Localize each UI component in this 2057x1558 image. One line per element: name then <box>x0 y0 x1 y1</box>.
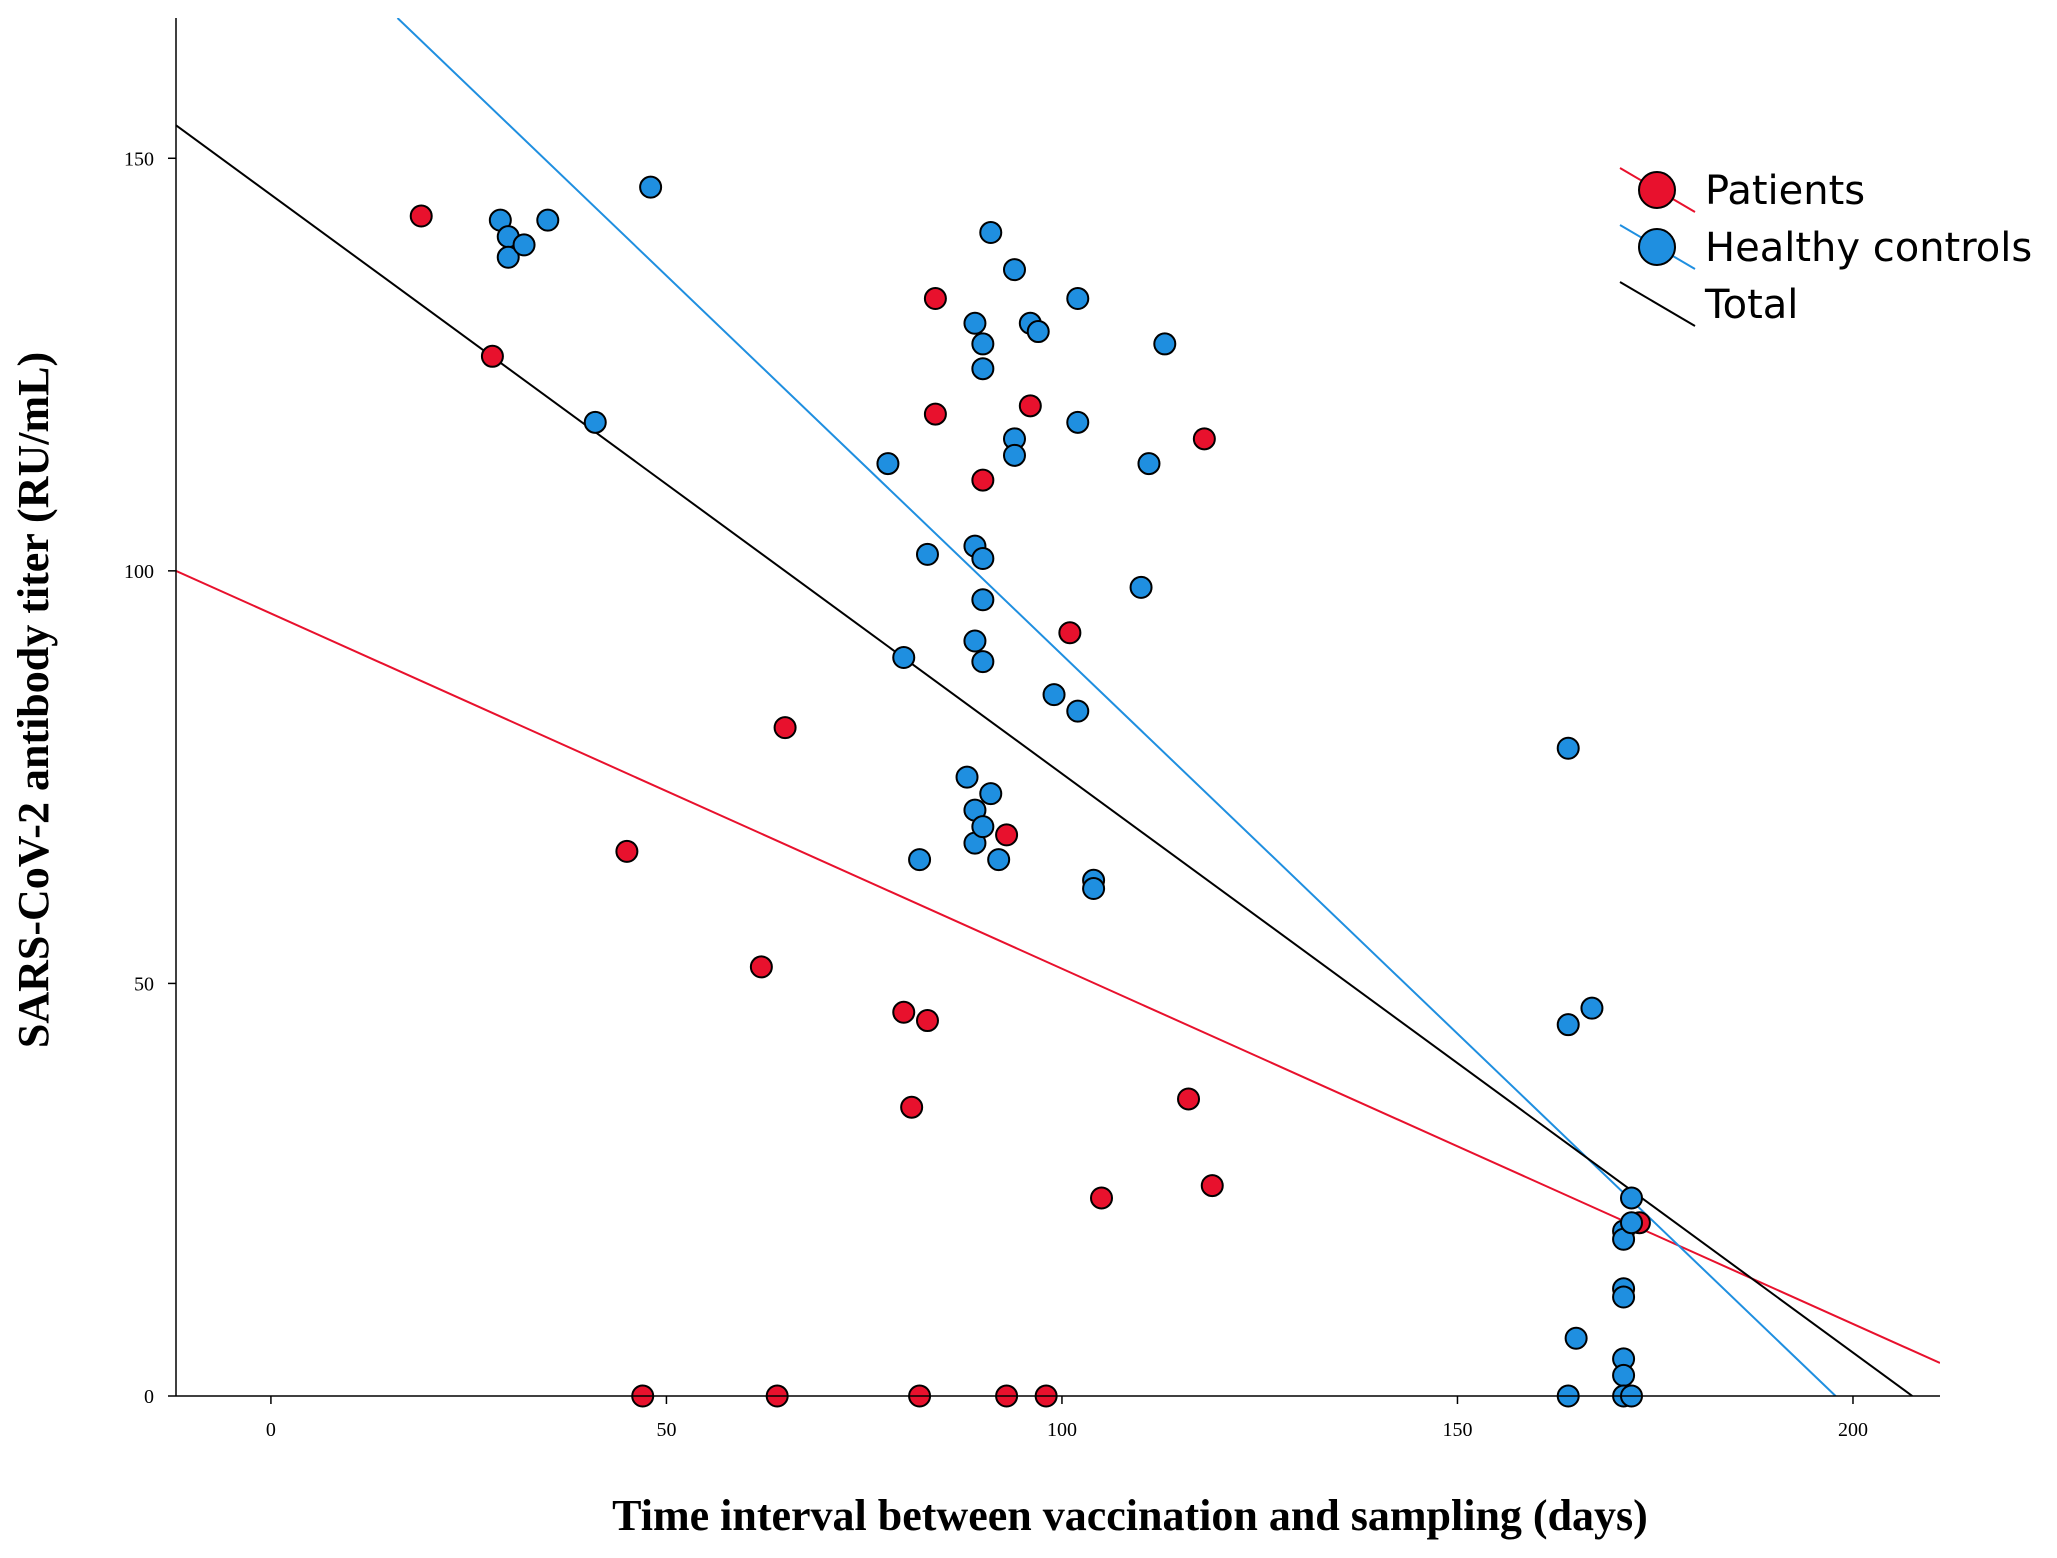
data-point-healthy <box>1002 258 1026 282</box>
data-point-healthy <box>1066 699 1090 723</box>
data-point-healthy <box>1042 683 1066 707</box>
data-point-patients <box>995 823 1019 847</box>
data-point-healthy <box>987 848 1011 872</box>
x-axis-title: Time interval between vaccination and sa… <box>612 1491 1648 1540</box>
data-point-healthy <box>1002 443 1026 467</box>
data-point-healthy <box>1153 332 1177 356</box>
data-point-healthy <box>512 233 536 257</box>
data-point-healthy <box>876 452 900 476</box>
data-point-healthy <box>1082 877 1106 901</box>
x-tick-label: 200 <box>1838 1419 1868 1441</box>
data-point-patients <box>1018 394 1042 418</box>
data-point-healthy <box>1137 452 1161 476</box>
data-point-healthy <box>971 588 995 612</box>
y-tick-label: 50 <box>134 973 154 995</box>
data-point-healthy <box>1612 1363 1636 1387</box>
y-axis-title: SARS-CoV-2 antibody titer (RU/mL) <box>9 352 58 1048</box>
data-point-healthy <box>1580 996 1604 1020</box>
data-point-patients <box>1192 427 1216 451</box>
data-point-healthy <box>971 357 995 381</box>
legend: Patients Healthy controls Total <box>1619 167 2032 328</box>
data-point-healthy <box>963 311 987 335</box>
data-point-healthy <box>1612 1285 1636 1309</box>
data-point-healthy <box>639 175 663 199</box>
y-tick-label: 150 <box>124 148 154 170</box>
fit-line-total <box>176 124 1913 1396</box>
data-point-healthy <box>496 245 520 269</box>
data-point-patients <box>892 1000 916 1024</box>
data-point-healthy <box>1556 1013 1580 1037</box>
data-point-patients <box>773 716 797 740</box>
data-point-healthy <box>971 650 995 674</box>
legend-label-patients: Patients <box>1705 168 1865 214</box>
data-point-healthy <box>971 332 995 356</box>
regression-lines <box>176 18 1940 1396</box>
data-point-healthy <box>1619 1211 1643 1235</box>
data-point-healthy <box>955 765 979 789</box>
data-point-patients <box>480 344 504 368</box>
data-point-patients <box>615 839 639 863</box>
data-point-healthy <box>1619 1186 1643 1210</box>
data-point-healthy <box>979 782 1003 806</box>
legend-marker-patients <box>1638 171 1676 209</box>
data-point-patients <box>409 204 433 228</box>
x-tick-label: 150 <box>1442 1419 1472 1441</box>
data-point-healthy <box>1556 736 1580 760</box>
data-point-patients <box>923 287 947 311</box>
data-point-patients <box>1090 1186 1114 1210</box>
data-point-healthy <box>583 410 607 434</box>
data-point-patients <box>1200 1174 1224 1198</box>
data-point-healthy <box>1129 575 1153 599</box>
data-point-patients <box>971 468 995 492</box>
data-point-healthy <box>1066 410 1090 434</box>
x-tick-label: 50 <box>656 1419 676 1441</box>
data-point-healthy <box>915 542 939 566</box>
y-tick-label: 0 <box>144 1386 154 1408</box>
data-point-healthy <box>979 221 1003 245</box>
legend-label-total: Total <box>1704 282 1798 328</box>
data-point-healthy <box>971 815 995 839</box>
data-point-patients <box>915 1009 939 1033</box>
data-point-healthy <box>1066 287 1090 311</box>
legend-line-total <box>1619 281 1696 327</box>
data-point-healthy <box>536 208 560 232</box>
data-point-healthy <box>1026 320 1050 344</box>
legend-label-healthy: Healthy controls <box>1705 225 2032 271</box>
axes: 0 50 100 150 200 0 50 100 150 <box>124 18 1940 1441</box>
data-point-patients <box>749 955 773 979</box>
data-point-healthy <box>908 848 932 872</box>
data-point-patients <box>1058 621 1082 645</box>
data-point-healthy <box>971 546 995 570</box>
data-point-patients <box>923 402 947 426</box>
data-point-healthy <box>892 645 916 669</box>
fit-line-healthy <box>396 18 1837 1396</box>
data-point-patients <box>900 1095 924 1119</box>
legend-marker-healthy <box>1638 228 1676 266</box>
x-tick-label: 100 <box>1047 1419 1077 1441</box>
x-tick-label: 0 <box>266 1419 276 1441</box>
data-point-healthy <box>963 629 987 653</box>
data-point-patients <box>1177 1087 1201 1111</box>
y-tick-label: 100 <box>124 561 154 583</box>
data-points <box>409 175 1651 1408</box>
data-point-healthy <box>1564 1326 1588 1350</box>
